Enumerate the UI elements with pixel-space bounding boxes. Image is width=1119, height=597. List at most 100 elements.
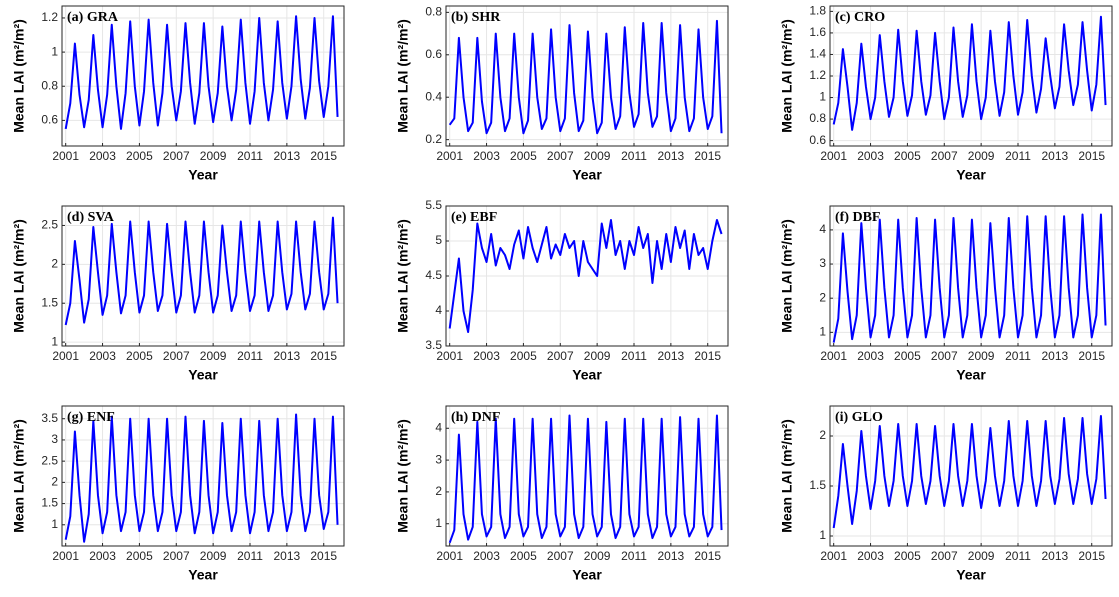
x-tick-label: 2009 [200, 149, 227, 163]
x-tick-label: 2005 [126, 549, 153, 563]
x-tick-label: 2001 [52, 149, 79, 163]
axes-box [829, 405, 1113, 547]
data-line [448, 414, 723, 544]
y-tick-label: 0.6 [41, 113, 58, 127]
x-tick-label: 2003 [857, 349, 884, 363]
y-tick-label: 2.5 [41, 453, 58, 467]
y-tick-label: 0.6 [425, 47, 442, 61]
y-tick-label: 3 [435, 452, 442, 466]
y-tick-label: 0.2 [425, 132, 442, 146]
x-tick-label: 2003 [473, 349, 500, 363]
plot-area [446, 6, 728, 146]
y-axis-label: Mean LAI (m²/m²) [395, 419, 411, 533]
axes-box [445, 405, 729, 547]
x-tick-label: 2011 [237, 149, 263, 163]
axes-box [61, 405, 345, 547]
x-tick-label: 2007 [163, 149, 190, 163]
x-tick-label: 2007 [547, 149, 574, 163]
panel-title: (d) SVA [67, 210, 115, 225]
x-tick-label: 2005 [510, 549, 537, 563]
axes-box [61, 5, 345, 147]
x-tick-label: 2015 [310, 149, 337, 163]
x-tick-label: 2001 [436, 149, 463, 163]
x-tick-label: 2013 [658, 349, 685, 363]
x-tick-label: 2013 [274, 349, 301, 363]
data-line [64, 216, 339, 326]
y-tick-label: 1.8 [809, 4, 826, 18]
x-tick-label: 2015 [310, 349, 337, 363]
x-tick-label: 2009 [968, 349, 995, 363]
y-tick-label: 4.5 [425, 268, 442, 282]
y-tick-label: 3 [819, 256, 826, 270]
y-tick-label: 4 [819, 222, 826, 236]
x-tick-label: 2007 [931, 349, 958, 363]
data-line [832, 415, 1107, 529]
x-tick-label: 2009 [584, 349, 611, 363]
x-tick-label: 2015 [694, 549, 721, 563]
y-tick-label: 0.4 [425, 89, 442, 103]
panel-title: (f) DBF [835, 210, 881, 225]
y-tick-label: 2 [435, 484, 442, 498]
y-tick-label: 1 [51, 334, 58, 348]
y-tick-label: 2 [819, 428, 826, 442]
y-tick-label: 2 [51, 475, 58, 489]
x-tick-label: 2005 [510, 149, 537, 163]
y-tick-label: 2.5 [41, 218, 58, 232]
x-tick-label: 2005 [126, 349, 153, 363]
data-line [832, 15, 1107, 131]
x-tick-label: 2009 [584, 149, 611, 163]
y-tick-label: 1 [819, 528, 826, 542]
x-tick-label: 2011 [237, 349, 263, 363]
y-axis-label: Mean LAI (m²/m²) [11, 219, 27, 333]
x-tick-label: 2011 [621, 149, 647, 163]
y-tick-label: 1.5 [41, 295, 58, 309]
x-axis-label: Year [188, 167, 218, 183]
y-axis-label: Mean LAI (m²/m²) [11, 419, 27, 533]
y-axis-label: Mean LAI (m²/m²) [395, 19, 411, 133]
y-tick-label: 0.6 [809, 133, 826, 147]
panel-title: (i) GLO [835, 410, 883, 425]
y-tick-label: 1.4 [809, 47, 826, 61]
x-tick-label: 2013 [274, 549, 301, 563]
x-tick-label: 2007 [931, 549, 958, 563]
data-line [832, 213, 1107, 343]
x-tick-label: 2001 [820, 349, 847, 363]
x-tick-label: 2011 [1005, 549, 1031, 563]
x-tick-label: 2007 [931, 149, 958, 163]
x-tick-label: 2001 [820, 149, 847, 163]
x-tick-label: 2013 [658, 149, 685, 163]
data-line [448, 219, 723, 333]
x-tick-label: 2009 [968, 549, 995, 563]
y-tick-label: 1 [819, 90, 826, 104]
y-tick-label: 5 [435, 233, 442, 247]
x-tick-label: 2015 [1078, 349, 1105, 363]
data-line [64, 413, 339, 543]
x-tick-label: 2009 [584, 549, 611, 563]
x-tick-label: 2013 [1042, 149, 1069, 163]
x-axis-label: Year [188, 367, 218, 383]
y-tick-label: 1.2 [41, 10, 58, 24]
y-axis-label: Mean LAI (m²/m²) [395, 219, 411, 333]
panel-title: (g) ENF [67, 410, 115, 425]
panel-title: (h) DNF [451, 410, 500, 425]
x-tick-label: 2009 [200, 349, 227, 363]
x-tick-label: 2003 [857, 149, 884, 163]
x-tick-label: 2005 [126, 149, 153, 163]
panel-title: (b) SHR [451, 10, 501, 25]
y-tick-label: 2 [51, 257, 58, 271]
x-tick-label: 2001 [52, 549, 79, 563]
y-axis-label: Mean LAI (m²/m²) [779, 419, 795, 533]
x-tick-label: 2015 [310, 549, 337, 563]
x-axis-label: Year [572, 367, 602, 383]
x-tick-label: 2015 [694, 149, 721, 163]
x-tick-label: 2015 [1078, 549, 1105, 563]
y-tick-label: 1.2 [809, 68, 826, 82]
panel-title: (a) GRA [67, 10, 119, 25]
x-tick-label: 2013 [274, 149, 301, 163]
y-tick-label: 0.8 [809, 111, 826, 125]
x-tick-label: 2003 [473, 149, 500, 163]
x-tick-label: 2003 [89, 349, 116, 363]
y-axis-label: Mean LAI (m²/m²) [779, 219, 795, 333]
y-axis-label: Mean LAI (m²/m²) [779, 19, 795, 133]
